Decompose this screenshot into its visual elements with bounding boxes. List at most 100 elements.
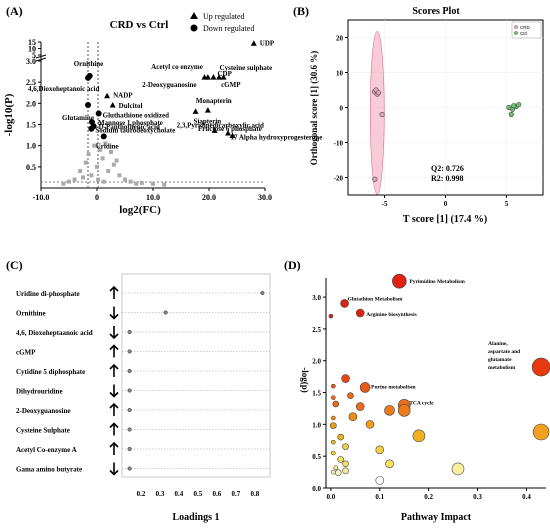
panel-d-pathway-bubble — [330, 422, 337, 429]
panel-a-ns-point — [151, 181, 155, 186]
panel-a-ns-point — [128, 179, 133, 184]
panel-c-down-arrow-head — [109, 333, 119, 340]
panel-d-pathway-bubble — [397, 404, 411, 417]
panel-a-point-label: Siapterin — [194, 117, 222, 125]
panel-c-up-arrow-head — [109, 344, 119, 351]
panel-b-ylabel: Orthogonal score [1] (30.6 %) — [309, 51, 319, 166]
panel-a-point-label: Uridine — [96, 142, 119, 150]
panel-a-point-label: cGMP — [221, 81, 241, 89]
panel-d-pathway-bubble — [331, 439, 336, 445]
panel-a-ns-point — [78, 169, 83, 174]
panel-a-ns-point — [106, 169, 111, 174]
panel-d: (D) 0.0 0.5 1.0 1.5 2.0 2.5 3.0 0.0 0.1 0.2 0.3 0.… — [284, 258, 550, 523]
panel-a-x-tick-label: 30.0 — [258, 193, 272, 202]
panel-c-row-label: cGMP — [16, 349, 36, 357]
panel-b-x-tick-label: 0 — [444, 200, 448, 208]
panel-a-ns-point — [81, 175, 85, 180]
panel-c-x-tick-label: 0.3 — [156, 490, 165, 498]
panel-b-y-tick-label: -20 — [334, 175, 344, 183]
panel-c-loading-point — [127, 329, 132, 335]
panel-c-frame — [121, 273, 271, 478]
panel-b-label: (B) — [293, 4, 309, 18]
panel-a-point-label: UDP — [260, 39, 275, 47]
panel-d-bubble-label: glutamate — [488, 357, 512, 363]
panel-c-x-tick-label: 0.6 — [212, 490, 221, 498]
panel-c-loading-point — [127, 427, 132, 432]
panel-d-pathway-bubble — [347, 392, 354, 400]
panel-d-y-tick-label: 1.5 — [312, 390, 321, 398]
panel-b-ctrl-point — [516, 102, 522, 108]
panel-c-down-arrow-head — [109, 313, 119, 320]
panel-d-bubble-label: aspartate and — [488, 349, 520, 355]
panel-c-up-arrow-head — [109, 422, 119, 429]
panel-d-pathway-bubble — [331, 469, 336, 475]
panel-d-pathway-bubble — [451, 462, 465, 476]
panel-c-loading-point — [127, 388, 132, 393]
panel-d-bubble-label: Alanine, — [488, 341, 508, 347]
panel-a-point-label: Fructose 6 phosphate — [198, 125, 262, 133]
panel-d-y-tick-label: 2.5 — [312, 326, 321, 334]
panel-b: (B) Scores Plot CRD Ctrl -20 -10 0 10 20 -5 0… — [293, 4, 544, 225]
panel-c-loading-point — [127, 466, 132, 471]
panel-b-legend-crd-marker — [514, 25, 518, 29]
panel-d-pathway-bubble — [333, 465, 339, 470]
panel-a-y-tick-label: 3.0 — [26, 57, 36, 66]
panel-a-ns-point — [134, 181, 139, 186]
panel-d-pathway-bubble — [341, 374, 350, 383]
panel-a-label: (A) — [6, 4, 23, 18]
panel-d-pathway-bubble — [342, 460, 349, 468]
panel-b-crd-point — [379, 111, 385, 118]
panel-d-label: (D) — [284, 258, 301, 272]
panel-a-title: CRD vs Ctrl — [110, 19, 169, 31]
panel-a-point-label: CDP — [217, 70, 232, 78]
panel-a-up-point — [211, 127, 218, 133]
panel-a-point-label: Monapterin — [196, 97, 232, 105]
panel-a-x-tick-label: 0 — [95, 193, 99, 202]
panel-a-y-tick-label: 1.0 — [26, 142, 36, 151]
panel-a-ns-point — [162, 182, 167, 187]
panel-d-x-tick-label: 0.3 — [473, 493, 482, 501]
panel-b-r2: R2: 0.998 — [431, 174, 463, 183]
panel-a-y-tick-label: 10 — [28, 45, 36, 54]
panel-a-point-label: Mannose 1 phosphate — [98, 119, 163, 127]
panel-d-pathway-bubble — [342, 443, 349, 450]
panel-a-x-tick-label: 10.0 — [146, 193, 160, 202]
panel-a-x-tick-label: -10.0 — [33, 193, 50, 202]
panel-c-row-label: Acetyl Co-enzyme A — [16, 446, 77, 454]
panel-d-pathway-bubble — [348, 412, 358, 422]
panel-d-pathway-bubble — [328, 313, 334, 319]
panel-b-crd-ellipse — [369, 30, 385, 195]
panel-b-y-tick-label: 20 — [336, 35, 344, 43]
panel-a-up-point — [250, 40, 257, 46]
panel-d-bubble-label: Purine metabolism — [371, 384, 416, 390]
panel-a-y-tick-label: 5 — [32, 51, 36, 60]
panel-d-y-tick-label: 2.0 — [312, 358, 321, 366]
panel-a-point-label: D-Panthothenic acid — [99, 123, 160, 131]
panel-d-x-tick-label: 0.4 — [522, 493, 531, 501]
panel-a-point-label: NADP — [113, 92, 133, 100]
panel-d-pathway-bubble — [331, 450, 336, 456]
panel-d-pathway-bubble — [412, 429, 426, 443]
panel-d-pathway-bubble — [340, 299, 349, 308]
panel-c-loading-point — [127, 446, 132, 452]
panel-c-loading-point — [127, 349, 132, 354]
panel-d-pathway-bubble — [331, 395, 336, 400]
panel-d-pathway-bubble — [355, 402, 365, 411]
panel-d-bubble-label: Pyrimidine Metabolism — [409, 279, 465, 285]
panel-d-pathway-bubble — [392, 273, 407, 289]
panel-d-y-tick-label: 1.0 — [312, 421, 321, 429]
panel-c-row-label: 4,6, Dioxoheptaanoic acid — [16, 329, 93, 337]
panel-a-ns-point — [95, 164, 99, 169]
panel-a-y-tick-label: 2.0 — [26, 99, 36, 108]
panel-b-crd-point — [372, 176, 378, 182]
panel-c-up-arrow-head — [109, 441, 119, 448]
panel-a-ns-point — [89, 173, 94, 178]
panel-c: (C) Uridine di-phosphate Ornithine 4,6, Di… — [6, 258, 271, 523]
panel-c-down-arrow-head — [109, 391, 119, 398]
panel-a-point-label: Acetyl co enzyme — [151, 63, 203, 71]
panel-b-legend-crd: CRD — [520, 25, 530, 30]
panel-d-x-tick-label: 0.0 — [327, 493, 336, 501]
panel-c-xlabel: Loadings 1 — [173, 512, 220, 523]
panel-a-ns-point — [72, 177, 77, 182]
